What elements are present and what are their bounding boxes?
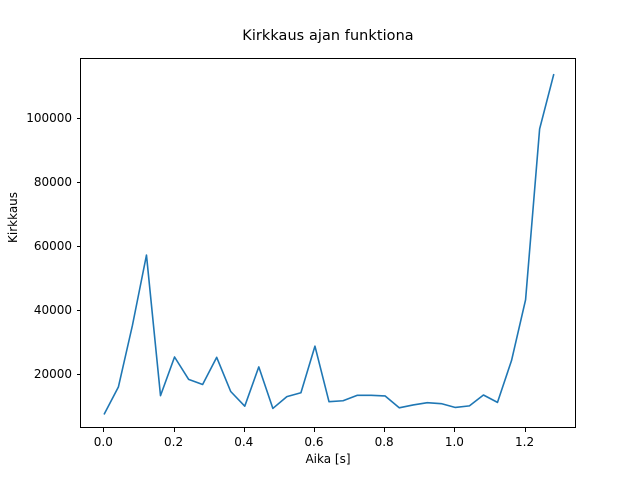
- x-axis-tick-label: 1.2: [515, 435, 535, 449]
- y-axis-tick-label: 40000: [33, 303, 72, 317]
- x-axis-tick-label: 0.8: [374, 435, 394, 449]
- x-axis-tick-label: 1.0: [444, 435, 464, 449]
- page-title: Kirkkaus ajan funktiona: [242, 28, 414, 44]
- y-axis-tick-label: 60000: [33, 239, 72, 254]
- x-axis-tick-mark: [243, 428, 245, 432]
- x-axis-tick-mark: [173, 428, 175, 432]
- x-axis-tick-label: 0.0: [93, 435, 113, 449]
- x-axis-tick-label: 0.2: [164, 435, 184, 449]
- y-axis-tick-label: 100000: [26, 111, 72, 126]
- y-axis-tick-mark: [76, 373, 80, 375]
- y-axis-tick-mark: [76, 118, 80, 120]
- x-axis-tick-mark: [524, 428, 526, 432]
- x-axis-tick-mark: [454, 428, 456, 432]
- x-axis-tick-label: 0.4: [234, 435, 254, 449]
- x-axis-tick-mark: [313, 428, 316, 432]
- data-line-chart: [103, 73, 555, 415]
- x-axis-tick-label: 0.6: [304, 435, 324, 449]
- y-axis-label: Kirkkaus: [6, 191, 20, 243]
- x-axis-tick-mark: [384, 428, 386, 432]
- y-axis-tick-mark: [76, 182, 80, 184]
- y-axis-tick-label: 20000: [33, 366, 72, 381]
- y-axis-tick-mark: [76, 246, 80, 248]
- data-series-line: [103, 73, 555, 415]
- x-axis-tick-mark: [103, 428, 105, 432]
- plot-area: [80, 58, 576, 428]
- y-axis-tick-mark: [76, 310, 80, 312]
- x-axis-label: Aika [s]: [305, 452, 351, 466]
- y-axis-tick-label: 80000: [33, 175, 72, 190]
